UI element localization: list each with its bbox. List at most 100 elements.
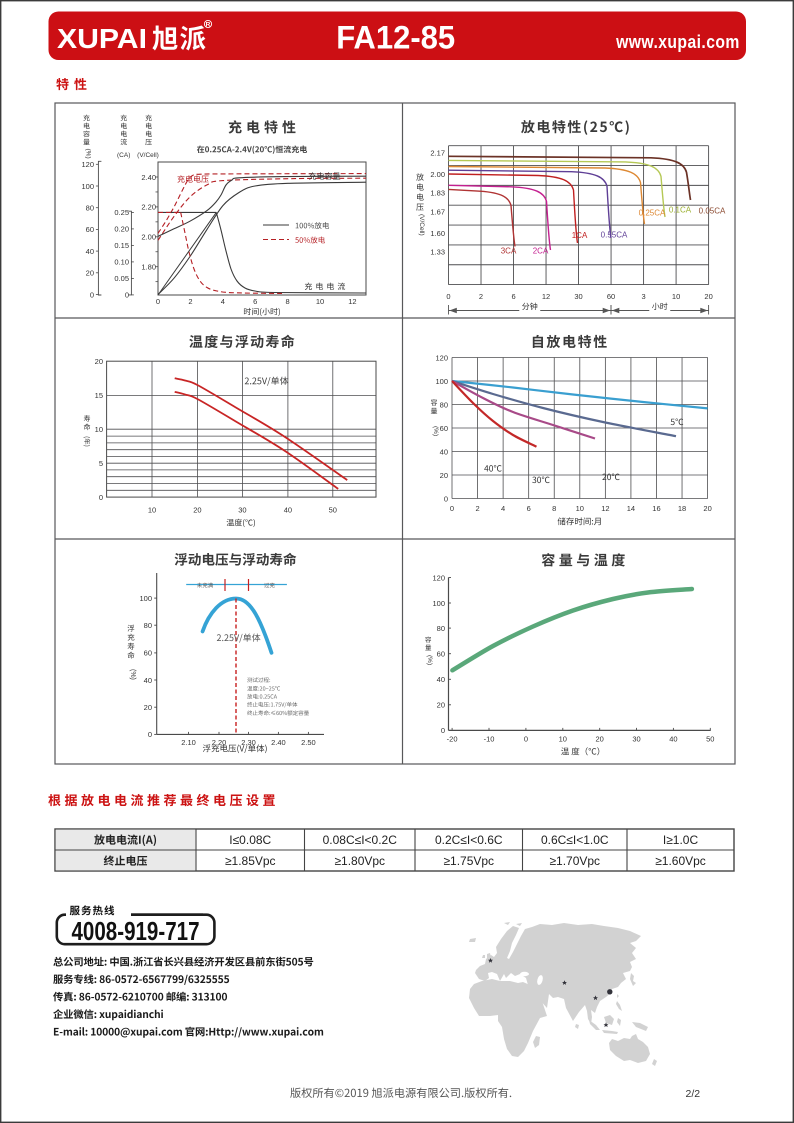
svg-text:0.10: 0.10 bbox=[114, 258, 129, 267]
svg-text:2.50: 2.50 bbox=[301, 738, 316, 747]
svg-text:1CA: 1CA bbox=[572, 231, 588, 240]
svg-text:1.33: 1.33 bbox=[430, 248, 445, 257]
svg-text:0.20: 0.20 bbox=[114, 225, 129, 234]
svg-text:40: 40 bbox=[144, 676, 152, 685]
svg-text:100: 100 bbox=[81, 182, 94, 191]
svg-text:80: 80 bbox=[86, 204, 94, 213]
svg-text:(CA): (CA) bbox=[117, 152, 130, 159]
svg-text:0: 0 bbox=[524, 735, 528, 744]
svg-text:≥1.70Vpc: ≥1.70Vpc bbox=[549, 854, 600, 868]
svg-text:20: 20 bbox=[86, 269, 94, 278]
svg-text:0: 0 bbox=[125, 291, 129, 300]
svg-text:1.60: 1.60 bbox=[430, 229, 445, 238]
svg-text:0.08C≤I<0.2C: 0.08C≤I<0.2C bbox=[323, 833, 398, 847]
svg-text:20: 20 bbox=[437, 701, 445, 710]
svg-text:10: 10 bbox=[576, 504, 584, 513]
svg-text:0.2C≤I<0.6C: 0.2C≤I<0.6C bbox=[435, 833, 503, 847]
svg-text:12: 12 bbox=[601, 504, 609, 513]
svg-text:30: 30 bbox=[574, 292, 582, 301]
svg-text:0: 0 bbox=[156, 297, 160, 306]
svg-text:3: 3 bbox=[641, 292, 645, 301]
svg-text:0.05: 0.05 bbox=[114, 274, 129, 283]
svg-text:120: 120 bbox=[435, 353, 448, 362]
svg-text:100: 100 bbox=[139, 594, 152, 603]
svg-text:2CA: 2CA bbox=[533, 247, 549, 256]
svg-text:2.17: 2.17 bbox=[430, 149, 445, 158]
svg-text:FA12-85: FA12-85 bbox=[336, 20, 455, 56]
svg-text:≥1.80Vpc: ≥1.80Vpc bbox=[334, 854, 385, 868]
svg-text:2.40: 2.40 bbox=[271, 738, 286, 747]
svg-text:0.05CA: 0.05CA bbox=[699, 207, 726, 216]
svg-text:12: 12 bbox=[542, 292, 550, 301]
svg-text:20: 20 bbox=[95, 357, 103, 366]
svg-text:16: 16 bbox=[652, 504, 660, 513]
svg-text:2.10: 2.10 bbox=[181, 738, 196, 747]
svg-text:4: 4 bbox=[221, 297, 225, 306]
svg-text:120: 120 bbox=[81, 160, 94, 169]
svg-text:30: 30 bbox=[238, 506, 246, 515]
svg-text:1.67: 1.67 bbox=[430, 208, 445, 217]
svg-text:2.00: 2.00 bbox=[141, 233, 156, 242]
svg-text:≥1.75Vpc: ≥1.75Vpc bbox=[443, 854, 494, 868]
svg-text:(%): (%) bbox=[426, 655, 433, 665]
svg-text:40: 40 bbox=[284, 506, 292, 515]
svg-text:5: 5 bbox=[99, 459, 103, 468]
svg-text:0.25: 0.25 bbox=[114, 208, 129, 217]
svg-text:-10: -10 bbox=[484, 735, 495, 744]
svg-text:20: 20 bbox=[703, 504, 711, 513]
svg-text:60: 60 bbox=[607, 292, 615, 301]
svg-text:≥1.60Vpc: ≥1.60Vpc bbox=[655, 854, 706, 868]
svg-text:0.1CA: 0.1CA bbox=[669, 206, 692, 215]
svg-text:80: 80 bbox=[144, 621, 152, 630]
svg-text:2/2: 2/2 bbox=[686, 1088, 701, 1100]
svg-text:14: 14 bbox=[627, 504, 635, 513]
svg-text:40: 40 bbox=[437, 675, 445, 684]
svg-text:40: 40 bbox=[86, 247, 94, 256]
svg-text:2: 2 bbox=[475, 504, 479, 513]
svg-text:I≤0.08C: I≤0.08C bbox=[229, 833, 271, 847]
svg-text:12: 12 bbox=[348, 297, 356, 306]
svg-text:10: 10 bbox=[148, 506, 156, 515]
svg-text:80: 80 bbox=[437, 624, 445, 633]
svg-text:0: 0 bbox=[148, 730, 152, 739]
svg-text:30: 30 bbox=[632, 735, 640, 744]
svg-text:R: R bbox=[206, 21, 211, 28]
svg-text:0: 0 bbox=[446, 292, 450, 301]
svg-text:8: 8 bbox=[552, 504, 556, 513]
svg-text:0: 0 bbox=[450, 504, 454, 513]
svg-text:(%): (%) bbox=[432, 426, 439, 436]
svg-text:4: 4 bbox=[501, 504, 505, 513]
svg-text:2.20: 2.20 bbox=[212, 738, 227, 747]
svg-text:18: 18 bbox=[678, 504, 686, 513]
svg-text:-20: -20 bbox=[447, 735, 458, 744]
svg-text:10: 10 bbox=[95, 425, 103, 434]
svg-text:0.55CA: 0.55CA bbox=[601, 231, 628, 240]
svg-text:60: 60 bbox=[437, 650, 445, 659]
svg-text:20: 20 bbox=[704, 292, 712, 301]
svg-text:60: 60 bbox=[144, 649, 152, 658]
svg-text:2.20: 2.20 bbox=[141, 203, 156, 212]
svg-text:40: 40 bbox=[669, 735, 677, 744]
svg-text:2: 2 bbox=[188, 297, 192, 306]
svg-text:(V/Cell): (V/Cell) bbox=[418, 214, 425, 236]
svg-text:6: 6 bbox=[511, 292, 515, 301]
svg-text:60: 60 bbox=[86, 225, 94, 234]
svg-text:20: 20 bbox=[193, 506, 201, 515]
svg-text:15: 15 bbox=[95, 391, 103, 400]
svg-text:100: 100 bbox=[435, 377, 448, 386]
svg-text:0: 0 bbox=[441, 726, 445, 735]
svg-text:8: 8 bbox=[286, 297, 290, 306]
svg-text:www.xupai.com: www.xupai.com bbox=[615, 32, 740, 52]
svg-text:10: 10 bbox=[672, 292, 680, 301]
svg-text:0: 0 bbox=[90, 290, 94, 299]
svg-text:2.00: 2.00 bbox=[430, 170, 445, 179]
svg-text:80: 80 bbox=[440, 400, 448, 409]
svg-text:0.6C≤I<1.0C: 0.6C≤I<1.0C bbox=[541, 833, 609, 847]
svg-text:0.25CA: 0.25CA bbox=[639, 209, 666, 218]
svg-text:XUPAI: XUPAI bbox=[57, 23, 147, 54]
svg-text:10: 10 bbox=[559, 735, 567, 744]
svg-text:4008-919-717: 4008-919-717 bbox=[72, 916, 200, 946]
svg-text:2.40: 2.40 bbox=[141, 173, 156, 182]
svg-text:6: 6 bbox=[527, 504, 531, 513]
svg-text:100: 100 bbox=[432, 599, 445, 608]
